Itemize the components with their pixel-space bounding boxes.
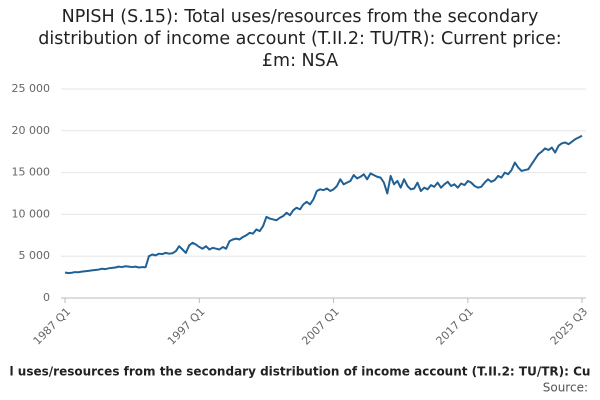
x-tick-label: 2017 Q1	[434, 305, 477, 348]
y-tick-label: 20 000	[12, 124, 51, 137]
y-tick-label: 25 000	[12, 82, 51, 95]
y-tick-label: 10 000	[12, 207, 51, 220]
chart-title: NPISH (S.15): Total uses/resources from …	[38, 7, 562, 71]
footer-label: l uses/resources from the secondary dist…	[10, 365, 591, 379]
source-label: Source:	[543, 381, 588, 395]
data-line	[64, 134, 583, 275]
x-tick-label: 1997 Q1	[165, 305, 208, 348]
y-tick-label: 5 000	[19, 249, 51, 262]
x-tick-label: 2007 Q1	[299, 305, 342, 348]
x-tick-label: 2025 Q3	[548, 305, 591, 348]
x-tick-label: 1987 Q1	[31, 305, 74, 348]
y-tick-label: 0	[43, 291, 50, 304]
y-tick-label: 15 000	[12, 166, 51, 179]
